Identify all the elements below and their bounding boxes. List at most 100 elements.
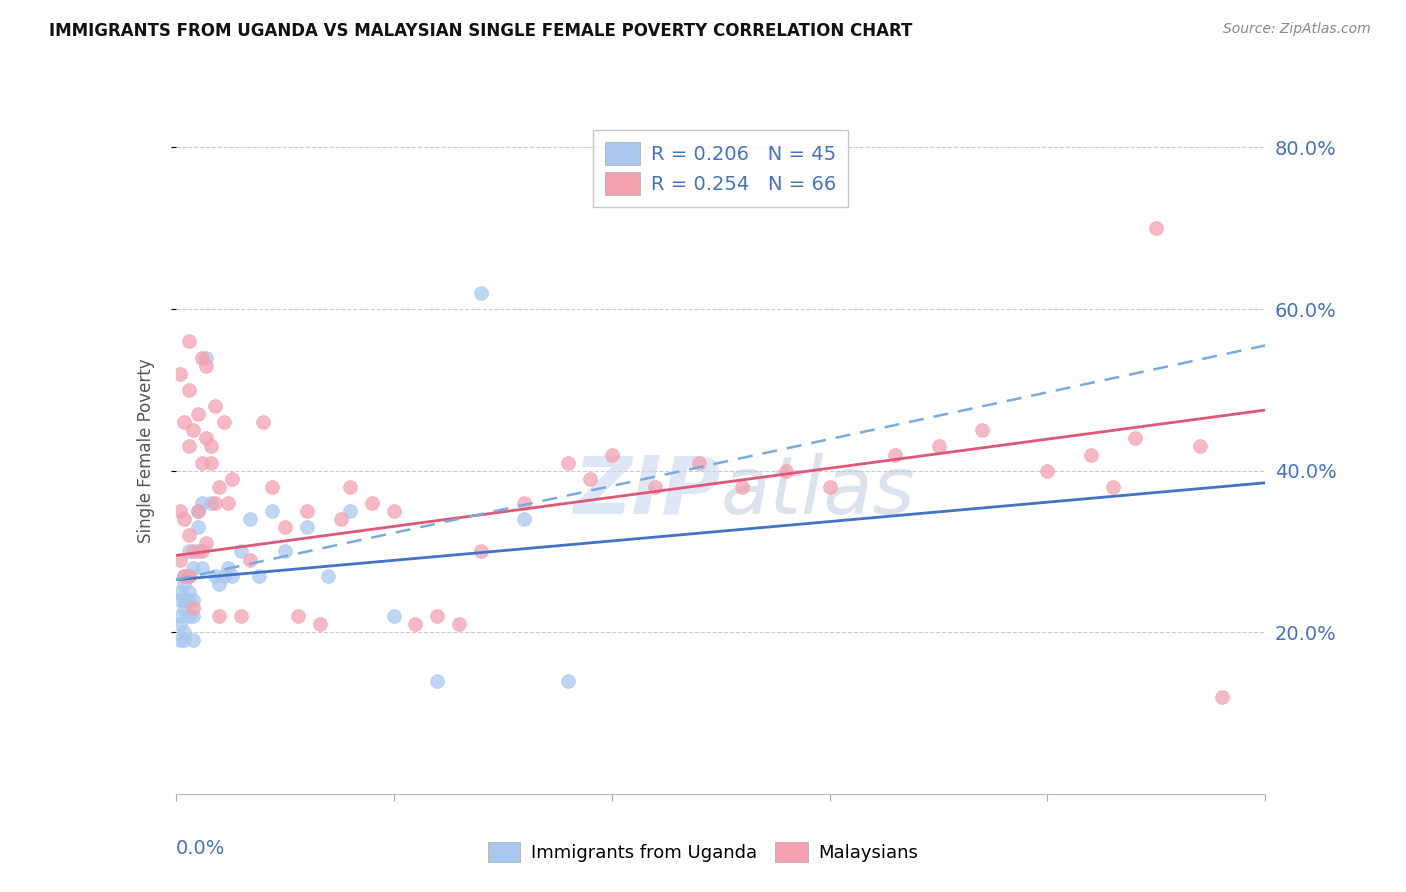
Point <box>169 552 191 566</box>
Point <box>212 568 235 582</box>
Point <box>191 544 214 558</box>
Point <box>221 568 243 582</box>
Text: Source: ZipAtlas.com: Source: ZipAtlas.com <box>1223 22 1371 37</box>
Point <box>208 609 231 624</box>
Legend: R = 0.206   N = 45, R = 0.254   N = 66: R = 0.206 N = 45, R = 0.254 N = 66 <box>593 130 848 207</box>
Point <box>186 407 209 421</box>
Point <box>818 480 841 494</box>
Point <box>177 544 200 558</box>
Text: ZIP: ZIP <box>574 452 721 531</box>
Point <box>181 560 204 574</box>
Point <box>181 609 204 624</box>
Point <box>195 359 218 373</box>
Point <box>186 544 209 558</box>
Point <box>1123 431 1146 445</box>
Point <box>252 415 274 429</box>
Point <box>177 609 200 624</box>
Point <box>382 504 405 518</box>
Text: IMMIGRANTS FROM UGANDA VS MALAYSIAN SINGLE FEMALE POVERTY CORRELATION CHART: IMMIGRANTS FROM UGANDA VS MALAYSIAN SING… <box>49 22 912 40</box>
Point <box>177 528 200 542</box>
Point <box>1080 448 1102 462</box>
Point <box>173 576 195 591</box>
Point <box>186 520 209 534</box>
Point <box>360 496 382 510</box>
Point <box>177 568 200 582</box>
Point <box>186 504 209 518</box>
Point <box>513 496 536 510</box>
Point <box>426 609 449 624</box>
Point <box>247 568 270 582</box>
Point <box>181 601 204 615</box>
Point <box>208 576 231 591</box>
Point <box>644 480 666 494</box>
Point <box>173 568 195 582</box>
Point <box>181 633 204 648</box>
Point <box>231 544 253 558</box>
Point <box>177 383 200 397</box>
Point <box>186 504 209 518</box>
Point <box>557 456 579 470</box>
Point <box>447 617 470 632</box>
Y-axis label: Single Female Poverty: Single Female Poverty <box>136 359 155 542</box>
Point <box>181 423 204 437</box>
Point <box>169 367 191 381</box>
Legend: Immigrants from Uganda, Malaysians: Immigrants from Uganda, Malaysians <box>481 834 925 870</box>
Point <box>204 496 226 510</box>
Point <box>287 609 309 624</box>
Point <box>173 568 195 582</box>
Point <box>928 439 950 453</box>
Point <box>200 496 222 510</box>
Point <box>195 536 218 550</box>
Point <box>204 399 226 413</box>
Point <box>191 496 214 510</box>
Point <box>169 504 191 518</box>
Point <box>470 544 492 558</box>
Point <box>177 585 200 599</box>
Point <box>318 568 340 582</box>
Point <box>579 472 602 486</box>
Point <box>1102 480 1125 494</box>
Point <box>600 448 623 462</box>
Point <box>200 456 222 470</box>
Point <box>177 439 200 453</box>
Point <box>181 544 204 558</box>
Point <box>688 456 710 470</box>
Point <box>221 472 243 486</box>
Point <box>191 351 214 365</box>
Point <box>191 560 214 574</box>
Point <box>177 593 200 607</box>
Point <box>260 504 283 518</box>
Point <box>239 552 262 566</box>
Point <box>775 464 797 478</box>
Point <box>339 504 361 518</box>
Point <box>470 285 492 300</box>
Point <box>295 520 318 534</box>
Point <box>295 504 318 518</box>
Point <box>169 617 191 632</box>
Text: 0.0%: 0.0% <box>176 838 225 857</box>
Point <box>405 617 427 632</box>
Point <box>173 625 195 640</box>
Point <box>884 448 907 462</box>
Point <box>1189 439 1212 453</box>
Point <box>169 633 191 648</box>
Point <box>1211 690 1233 704</box>
Point <box>513 512 536 526</box>
Point <box>231 609 253 624</box>
Point <box>173 601 195 615</box>
Point <box>169 593 191 607</box>
Point <box>382 609 405 624</box>
Point <box>191 456 214 470</box>
Point <box>195 431 218 445</box>
Point <box>330 512 353 526</box>
Point <box>274 520 297 534</box>
Point <box>173 633 195 648</box>
Text: atlas: atlas <box>721 452 915 531</box>
Point <box>426 673 449 688</box>
Point <box>212 415 235 429</box>
Point <box>274 544 297 558</box>
Point <box>173 593 195 607</box>
Point <box>177 334 200 349</box>
Point <box>339 480 361 494</box>
Point <box>181 593 204 607</box>
